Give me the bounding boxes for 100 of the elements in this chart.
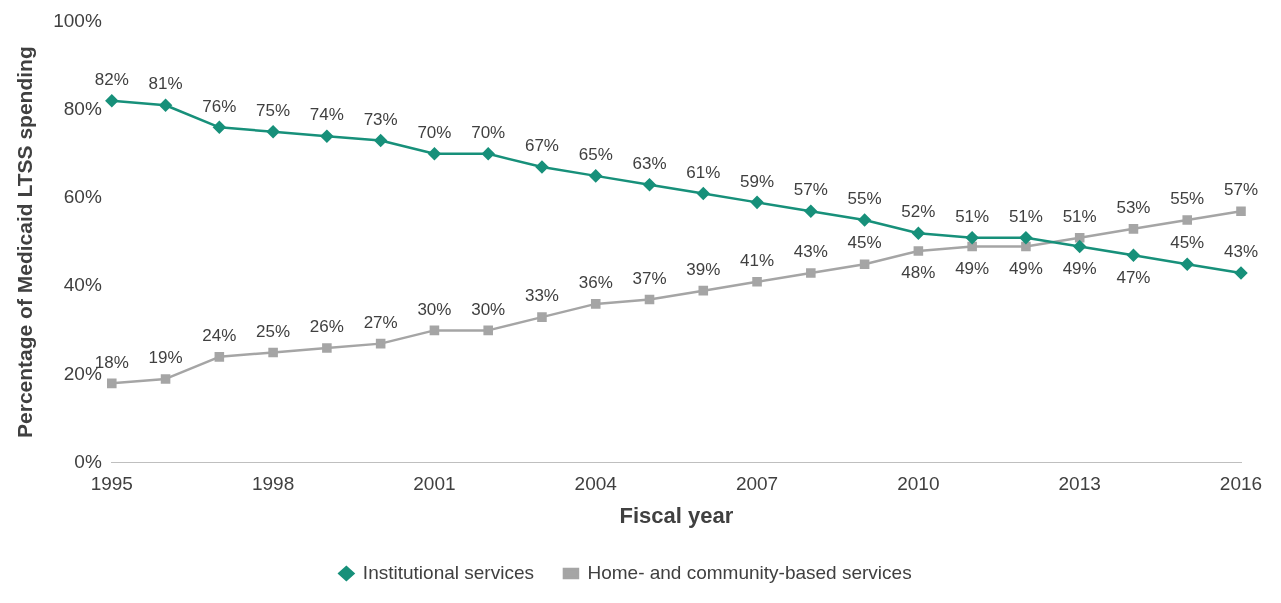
data-label: 19% xyxy=(148,348,183,368)
data-label: 70% xyxy=(471,123,506,143)
point xyxy=(322,343,332,353)
point xyxy=(268,347,278,358)
data-label: 70% xyxy=(417,123,452,143)
point xyxy=(537,312,547,322)
data-label: 39% xyxy=(686,259,721,279)
x-tick-label: 2016 xyxy=(1219,473,1263,495)
data-label: 45% xyxy=(847,233,882,253)
data-label: 36% xyxy=(578,273,613,293)
data-label: 37% xyxy=(632,268,667,288)
data-label: 48% xyxy=(901,263,936,283)
point xyxy=(429,325,440,336)
point xyxy=(1073,240,1086,253)
point xyxy=(1234,266,1248,280)
point xyxy=(1236,206,1246,216)
data-label: 51% xyxy=(955,206,990,226)
x-tick-label: 2001 xyxy=(413,473,456,495)
point xyxy=(159,99,172,112)
x-axis-title: Fiscal year xyxy=(619,502,734,528)
data-label: 47% xyxy=(1116,267,1151,287)
point xyxy=(1019,231,1033,244)
legend-label: Home- and community-based services xyxy=(587,561,912,583)
data-label: 33% xyxy=(524,286,559,306)
point xyxy=(589,169,602,183)
point xyxy=(1074,232,1085,243)
data-label: 49% xyxy=(1008,258,1043,278)
point xyxy=(698,285,709,296)
data-label: 57% xyxy=(1223,180,1259,200)
data-label: 55% xyxy=(847,189,882,209)
y-axis-title: Percentage of Medicaid LTSS spending xyxy=(13,46,37,438)
point xyxy=(967,241,977,252)
x-tick-label: 2007 xyxy=(735,473,779,495)
point xyxy=(644,294,655,305)
y-tick-label: 0% xyxy=(74,451,102,473)
data-label: 53% xyxy=(1116,198,1151,218)
point xyxy=(213,121,226,134)
point xyxy=(804,204,818,218)
legend-label: Institutional services xyxy=(362,561,534,583)
y-tick-label: 80% xyxy=(63,97,102,119)
data-label: 25% xyxy=(256,321,291,341)
point xyxy=(1127,249,1140,262)
point xyxy=(428,147,441,161)
data-label: 49% xyxy=(1062,258,1097,278)
point xyxy=(697,187,710,200)
point xyxy=(643,178,656,191)
point xyxy=(859,259,870,269)
data-label: 52% xyxy=(901,202,936,222)
y-tick-label: 100% xyxy=(53,9,102,31)
data-label: 59% xyxy=(740,171,775,191)
data-label: 45% xyxy=(1170,233,1205,253)
point xyxy=(481,147,495,161)
x-tick-label: 2013 xyxy=(1058,473,1101,495)
point xyxy=(1021,241,1031,252)
data-label: 41% xyxy=(740,251,775,271)
point xyxy=(858,213,871,227)
point xyxy=(107,378,117,389)
point xyxy=(483,325,493,336)
point xyxy=(1128,224,1139,234)
data-label: 82% xyxy=(94,70,129,90)
data-label: 61% xyxy=(686,162,721,182)
point xyxy=(535,160,549,174)
data-label: 73% xyxy=(363,109,398,129)
y-tick-label: 60% xyxy=(63,186,102,208)
point xyxy=(806,268,816,278)
point xyxy=(965,231,979,244)
data-label: 57% xyxy=(793,180,828,200)
data-label: 76% xyxy=(202,96,237,116)
data-label: 63% xyxy=(632,153,667,173)
data-label: 75% xyxy=(256,100,291,120)
point xyxy=(160,374,171,384)
point xyxy=(1182,215,1193,225)
data-label: 26% xyxy=(309,317,344,337)
point xyxy=(752,277,762,287)
x-tick-label: 2004 xyxy=(574,473,618,495)
point xyxy=(913,246,924,256)
data-label: 43% xyxy=(1223,242,1259,262)
data-label: 27% xyxy=(363,312,398,332)
point xyxy=(374,134,387,147)
point xyxy=(590,299,601,309)
point xyxy=(320,129,334,143)
data-label: 65% xyxy=(578,145,613,165)
point xyxy=(375,338,386,349)
point xyxy=(750,196,764,209)
x-tick-label: 1998 xyxy=(251,473,295,495)
point xyxy=(105,94,119,108)
point xyxy=(1180,257,1194,271)
data-label: 49% xyxy=(955,258,990,278)
point xyxy=(266,125,280,138)
data-label: 30% xyxy=(417,299,452,319)
data-label: 51% xyxy=(1062,206,1097,226)
data-label: 43% xyxy=(793,242,828,262)
data-label: 74% xyxy=(309,105,344,125)
data-label: 81% xyxy=(148,74,183,94)
x-tick-label: 2010 xyxy=(897,473,940,495)
data-label: 55% xyxy=(1170,189,1205,209)
y-tick-label: 40% xyxy=(63,274,102,296)
point xyxy=(214,352,225,362)
data-label: 24% xyxy=(202,326,237,346)
point xyxy=(912,227,925,240)
